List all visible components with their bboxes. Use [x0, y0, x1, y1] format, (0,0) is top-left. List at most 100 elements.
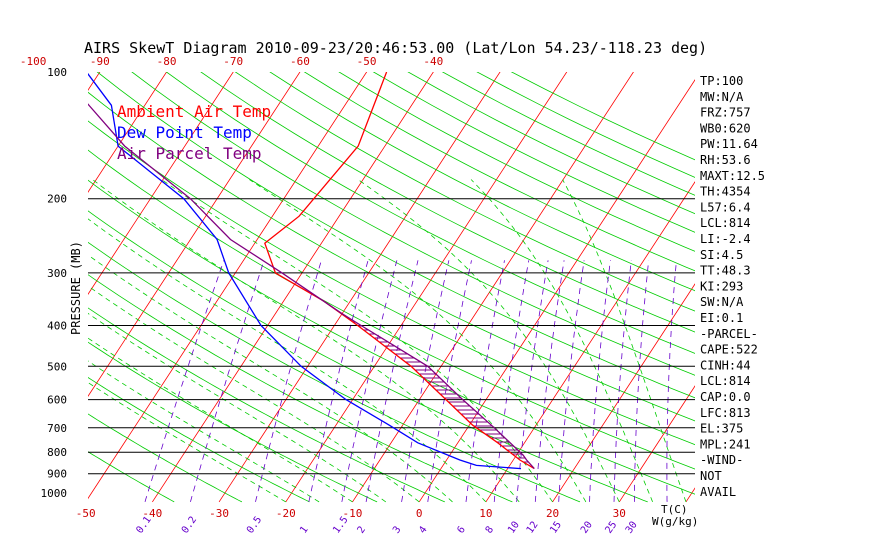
stat-label: NOT: [700, 469, 722, 483]
isotherm-line: [152, 72, 434, 503]
isotherm-line: [88, 72, 168, 193]
dry-adiabat-line: [303, 72, 695, 272]
mixing-ratio-tick: 3: [391, 524, 403, 535]
mixing-ratio-line: [634, 260, 650, 502]
stat-label: MAXT:12.5: [700, 169, 765, 183]
bottom-temperature-tick: -30: [209, 507, 229, 520]
pressure-tick-label: 300: [47, 267, 67, 280]
mixing-ratio-line: [190, 260, 265, 503]
ambient-temperature-line: [264, 72, 535, 470]
stat-label: EI:0.1: [700, 311, 743, 325]
bottom-temperature-tick: -50: [76, 507, 96, 520]
mixing-ratio-tick: 25: [603, 520, 619, 536]
moist-adiabat-line: [88, 254, 453, 503]
moist-adiabat-line: [92, 179, 520, 503]
isotherm-line: [753, 31, 870, 502]
bottom-temperature-tick: -40: [142, 507, 162, 520]
stat-label: CINH:44: [700, 358, 751, 372]
stat-label: SW:N/A: [700, 295, 744, 309]
isotherm-lines: [88, 31, 870, 503]
mixing-ratio-line: [427, 260, 472, 502]
moist-adiabat-line: [249, 179, 587, 503]
pressure-tick-label: 100: [47, 66, 67, 79]
moist-adiabat-lines: [88, 179, 687, 503]
mixing-ratio-tick: 12: [525, 520, 541, 536]
mixing-ratio-unit-label: W(g/kg): [652, 515, 698, 528]
stat-label: L57:6.4: [700, 200, 751, 214]
bottom-temperature-tick: 30: [613, 507, 626, 520]
moist-adiabat-line: [88, 312, 387, 503]
stat-label: MPL:241: [700, 437, 751, 451]
dry-adiabat-line: [88, 451, 175, 503]
parcel-temperature-line: [88, 103, 535, 470]
pressure-tick-label: 600: [47, 394, 67, 407]
bottom-temperature-tick: 10: [479, 507, 492, 520]
mixing-ratio-tick: 0.5: [245, 515, 264, 536]
top-temperature-tick-labels: -120-110-100-90-80-70-60-50-40: [20, 55, 443, 68]
mixing-ratio-lines: [144, 260, 677, 503]
mixing-ratio-line: [144, 260, 225, 503]
isotherm-line: [88, 72, 301, 398]
stat-label: LCL:814: [700, 216, 751, 230]
dry-adiabat-line: [88, 210, 648, 503]
mixing-ratio-tick: 15: [548, 520, 564, 536]
dry-adiabat-line: [338, 72, 695, 252]
mixing-ratio-line: [365, 260, 419, 502]
stat-label: EL:375: [700, 422, 743, 436]
pressure-tick-label: 800: [47, 446, 67, 459]
dry-adiabat-line: [88, 274, 513, 503]
isotherm-line: [552, 283, 695, 503]
pressure-tick-label: 400: [47, 319, 67, 332]
stat-label: KI:293: [700, 279, 743, 293]
pressure-tick-label: 500: [47, 360, 67, 373]
chart-title: AIRS SkewT Diagram 2010-09-23/20:46:53.0…: [84, 39, 707, 57]
moist-adiabat-line: [88, 218, 487, 503]
legend-ambient-air-temp: Ambient Air Temp: [117, 102, 271, 121]
dry-adiabat-line: [88, 413, 243, 503]
legend-air-parcel-temp: Air Parcel Temp: [117, 144, 262, 163]
moist-adiabat-line: [88, 285, 420, 503]
y-axis-label: PRESSURE (MB): [69, 241, 83, 335]
bottom-temperature-tick: -20: [276, 507, 296, 520]
mixing-ratio-line: [493, 260, 530, 502]
mixing-ratio-line: [558, 260, 585, 502]
dry-adiabat-line: [88, 120, 695, 446]
mixing-ratio-tick: 0.2: [180, 515, 199, 536]
sounding-profiles: [88, 72, 535, 470]
stat-label: FRZ:757: [700, 106, 751, 120]
isotherm-line: [352, 72, 634, 503]
isotherm-line: [88, 72, 368, 500]
mixing-ratio-line: [341, 260, 398, 502]
mixing-ratio-tick: 4: [417, 524, 429, 535]
legend-dew-point-temp: Dew Point Temp: [117, 123, 252, 142]
stat-label: TP:100: [700, 74, 743, 88]
moist-adiabat-line: [357, 179, 620, 503]
isotherm-line: [819, 31, 870, 502]
moist-adiabat-line: [161, 179, 553, 503]
stat-label: CAPE:522: [700, 343, 758, 357]
top-temperature-tick: -100: [20, 55, 47, 68]
isotherm-line: [618, 385, 695, 503]
top-temperature-tick: -70: [223, 55, 243, 68]
stat-label: RH:53.6: [700, 153, 751, 167]
stat-label: -PARCEL-: [700, 327, 758, 341]
pressure-lines: [88, 198, 695, 475]
dry-adiabat-line: [88, 377, 310, 503]
dry-adiabat-line: [88, 307, 445, 503]
dry-adiabat-line: [88, 149, 695, 470]
dry-adiabat-line: [269, 72, 695, 292]
dry-adiabat-line: [96, 72, 695, 399]
dry-adiabat-line: [372, 72, 695, 233]
top-temperature-tick: -60: [290, 55, 310, 68]
stat-label: LI:-2.4: [700, 232, 751, 246]
mixing-ratio-line: [465, 260, 505, 502]
isotherm-line: [88, 72, 234, 295]
mixing-ratio-tick: 8: [484, 524, 496, 535]
mixing-ratio-line: [534, 260, 565, 502]
stat-label: TH:4354: [700, 185, 751, 199]
dry-adiabat-line: [200, 72, 695, 333]
moist-adiabat-line: [88, 360, 320, 503]
dry-adiabat-line: [131, 72, 695, 376]
